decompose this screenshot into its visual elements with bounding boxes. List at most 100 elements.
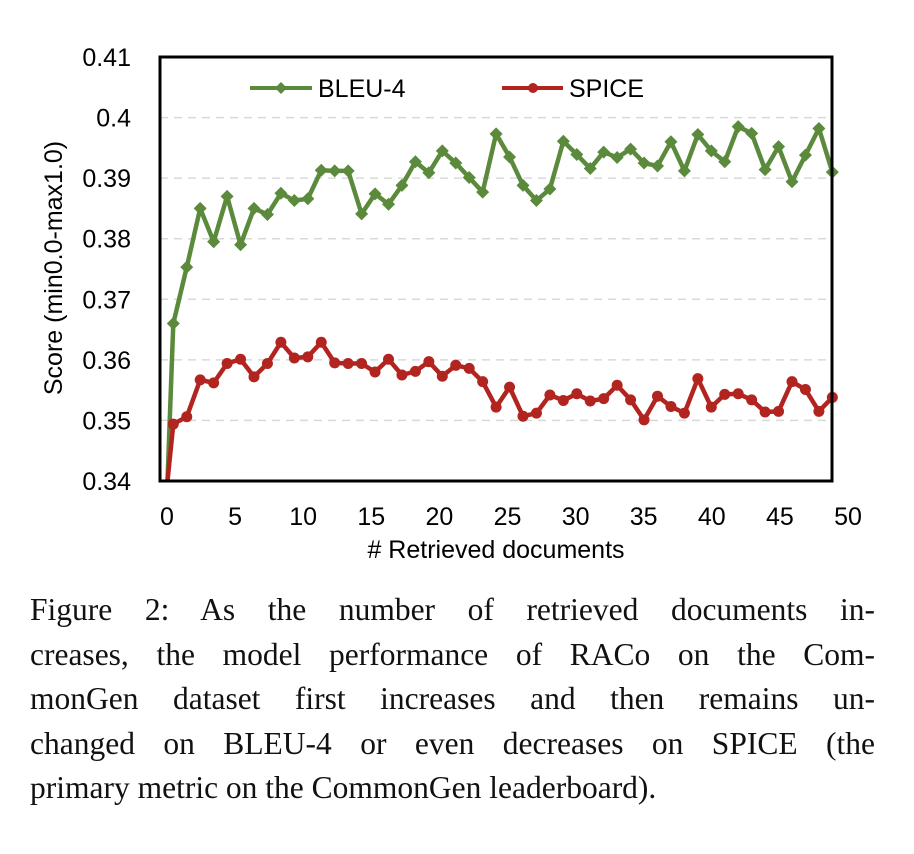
data-point[interactable]: [691, 128, 705, 142]
data-point[interactable]: [799, 384, 811, 396]
data-point[interactable]: [450, 359, 462, 371]
data-point[interactable]: [235, 353, 247, 365]
data-point[interactable]: [302, 351, 314, 363]
data-point[interactable]: [610, 151, 624, 165]
data-point[interactable]: [583, 161, 597, 175]
data-point[interactable]: [260, 207, 274, 221]
data-point[interactable]: [435, 144, 449, 158]
data-point[interactable]: [208, 377, 220, 389]
data-point[interactable]: [704, 144, 718, 158]
data-point[interactable]: [369, 366, 381, 378]
data-point[interactable]: [719, 388, 731, 400]
data-point[interactable]: [167, 418, 179, 430]
data-point[interactable]: [274, 186, 288, 200]
data-point[interactable]: [355, 207, 369, 221]
data-point[interactable]: [328, 164, 342, 178]
data-point[interactable]: [504, 381, 516, 393]
data-point[interactable]: [772, 140, 786, 154]
data-point[interactable]: [234, 238, 248, 252]
data-point[interactable]: [207, 235, 221, 249]
data-point[interactable]: [813, 405, 825, 417]
data-point[interactable]: [584, 395, 596, 407]
data-point[interactable]: [396, 369, 408, 381]
data-point[interactable]: [288, 352, 300, 364]
data-point[interactable]: [193, 201, 207, 215]
data-point[interactable]: [597, 145, 611, 159]
data-point[interactable]: [166, 317, 180, 331]
data-point[interactable]: [798, 148, 812, 162]
data-point[interactable]: [625, 394, 637, 406]
data-point[interactable]: [637, 156, 651, 170]
data-point[interactable]: [544, 389, 556, 401]
legend-item-spice[interactable]: SPICE: [502, 75, 644, 103]
data-point[interactable]: [275, 336, 287, 348]
data-point[interactable]: [598, 393, 610, 405]
data-point[interactable]: [611, 379, 623, 391]
data-point[interactable]: [409, 365, 421, 377]
data-point[interactable]: [449, 156, 463, 170]
data-point[interactable]: [624, 142, 638, 156]
data-point[interactable]: [261, 357, 273, 369]
data-point[interactable]: [745, 126, 759, 140]
data-point[interactable]: [530, 407, 542, 419]
data-point[interactable]: [463, 362, 475, 374]
data-point[interactable]: [652, 390, 663, 402]
data-point[interactable]: [462, 171, 476, 185]
data-point[interactable]: [423, 356, 435, 368]
data-point[interactable]: [477, 376, 489, 388]
data-point[interactable]: [746, 394, 758, 406]
data-point[interactable]: [731, 120, 745, 134]
data-point[interactable]: [692, 373, 704, 385]
data-point[interactable]: [664, 135, 678, 149]
data-point[interactable]: [342, 357, 354, 369]
data-point[interactable]: [678, 407, 690, 419]
data-point[interactable]: [517, 410, 529, 422]
data-point[interactable]: [247, 201, 261, 215]
data-point[interactable]: [556, 134, 570, 148]
data-point[interactable]: [812, 121, 826, 135]
data-point[interactable]: [786, 376, 798, 388]
legend-item-bleu4[interactable]: BLEU-4: [250, 75, 406, 103]
data-point[interactable]: [758, 163, 772, 177]
data-point[interactable]: [773, 405, 785, 417]
data-point[interactable]: [785, 175, 799, 189]
data-point[interactable]: [368, 187, 382, 201]
data-point[interactable]: [341, 164, 355, 178]
data-point[interactable]: [665, 400, 677, 412]
data-point[interactable]: [329, 357, 341, 369]
data-point[interactable]: [314, 163, 328, 177]
data-point[interactable]: [315, 336, 327, 348]
data-point[interactable]: [557, 394, 569, 406]
data-point[interactable]: [651, 159, 664, 173]
data-point[interactable]: [395, 178, 409, 192]
data-point[interactable]: [718, 155, 732, 169]
data-point[interactable]: [356, 357, 368, 369]
data-point[interactable]: [220, 189, 234, 203]
data-point[interactable]: [489, 127, 503, 141]
data-point[interactable]: [422, 166, 436, 180]
data-point[interactable]: [383, 353, 394, 365]
data-point[interactable]: [248, 371, 260, 383]
data-point[interactable]: [301, 192, 315, 206]
data-point[interactable]: [382, 197, 395, 211]
data-point[interactable]: [503, 150, 517, 164]
data-point[interactable]: [570, 148, 584, 162]
data-point[interactable]: [638, 414, 650, 426]
data-point[interactable]: [181, 411, 193, 423]
data-point[interactable]: [759, 406, 771, 418]
data-point[interactable]: [180, 260, 194, 274]
data-point[interactable]: [543, 182, 557, 196]
data-point[interactable]: [221, 357, 233, 369]
data-point[interactable]: [408, 155, 422, 169]
data-point[interactable]: [287, 194, 301, 208]
data-point[interactable]: [705, 401, 717, 413]
data-point[interactable]: [529, 194, 543, 208]
data-point[interactable]: [571, 388, 583, 400]
data-point[interactable]: [436, 370, 448, 382]
data-point[interactable]: [516, 178, 530, 192]
data-point[interactable]: [732, 388, 744, 400]
data-point[interactable]: [490, 401, 502, 413]
data-point[interactable]: [677, 164, 691, 178]
data-point[interactable]: [194, 374, 206, 386]
data-point[interactable]: [476, 185, 490, 199]
